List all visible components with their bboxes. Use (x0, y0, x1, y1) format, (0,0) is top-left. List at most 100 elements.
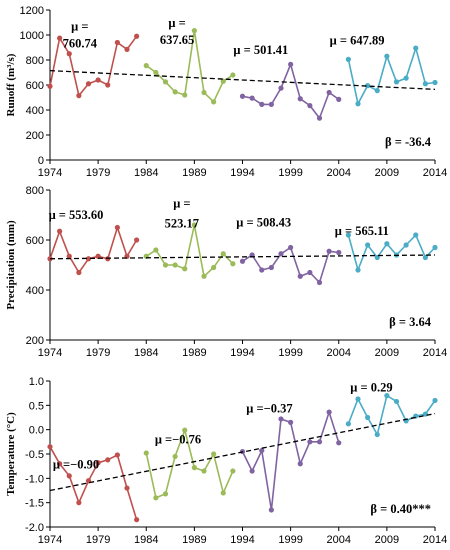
x-tick-label: 1984 (134, 347, 158, 359)
data-point (288, 244, 294, 251)
data-point (95, 77, 101, 83)
y-tick-label: -1.5 (25, 498, 44, 510)
data-point (316, 279, 323, 286)
data-point (220, 251, 226, 257)
data-point (316, 439, 323, 445)
y-tick-label: 200 (26, 335, 44, 347)
data-point (249, 95, 255, 101)
x-tick-label: 1974 (38, 167, 62, 179)
data-point (345, 421, 351, 427)
data-point (288, 61, 294, 67)
mean-annotation: μ = (71, 20, 88, 34)
x-tick-label: 1984 (134, 534, 158, 546)
data-point (47, 444, 53, 450)
data-point (365, 83, 371, 89)
series-line-0 (49, 446, 138, 520)
mean-annotation: μ = 508.43 (236, 215, 291, 229)
data-point (47, 83, 53, 89)
data-point (57, 461, 63, 467)
data-point (355, 396, 361, 402)
x-tick-label: 2009 (375, 534, 399, 546)
data-point (336, 249, 342, 256)
data-point (422, 81, 428, 87)
data-point (432, 397, 438, 404)
data-point (230, 468, 236, 474)
data-point (307, 269, 313, 276)
data-point (201, 468, 207, 474)
data-point (220, 78, 226, 84)
data-point (153, 247, 159, 253)
data-point (76, 93, 82, 99)
x-tick-label: 1999 (278, 167, 302, 179)
data-point (201, 89, 207, 96)
series-line-0 (49, 35, 138, 98)
data-point (413, 45, 419, 51)
data-point (297, 96, 303, 102)
data-point (57, 35, 63, 41)
data-point (124, 485, 130, 491)
series-line-3 (347, 233, 436, 273)
data-point (134, 237, 140, 243)
data-point (191, 222, 197, 228)
data-point (191, 465, 197, 471)
data-point (66, 473, 72, 479)
data-point (134, 517, 140, 523)
data-point (182, 427, 188, 433)
x-tick-label: 1994 (230, 167, 254, 179)
data-point (365, 414, 371, 421)
mean-annotation: μ = 647.89 (330, 33, 385, 47)
x-tick-label: 1994 (230, 534, 254, 546)
y-tick-label: 400 (26, 105, 44, 117)
x-tick-label: 1999 (278, 534, 302, 546)
series-line-3 (347, 45, 436, 107)
x-tick-label: 1979 (86, 347, 110, 359)
y-tick-label: 0.5 (29, 400, 44, 412)
trend-line (49, 412, 436, 492)
data-point (374, 88, 380, 94)
data-point (278, 85, 284, 91)
trend-line (49, 254, 436, 260)
y-tick-label: 1000 (20, 30, 44, 42)
beta-label: β = -36.4 (385, 135, 432, 149)
series-line-2 (242, 61, 340, 120)
data-point (326, 248, 332, 254)
data-point (162, 79, 169, 85)
y-axis-label: Precipitation (mm) (5, 220, 17, 310)
data-point (432, 79, 438, 86)
data-point (384, 241, 390, 247)
x-tick-label: 1989 (182, 534, 206, 546)
x-tick-label: 1999 (278, 347, 302, 359)
data-point (259, 101, 265, 107)
y-tick-label: 0 (38, 155, 44, 167)
data-point (191, 28, 197, 34)
data-point (268, 264, 274, 271)
data-point (105, 457, 111, 463)
data-point (95, 460, 101, 466)
x-tick-label: 2009 (375, 167, 399, 179)
y-tick-label: 600 (26, 80, 44, 92)
data-point (172, 89, 178, 95)
data-point (307, 439, 313, 445)
data-point (114, 224, 120, 231)
data-point (288, 419, 294, 425)
mean-annotation: μ = 553.60 (49, 208, 104, 222)
mean-annotation: μ = (173, 197, 190, 211)
mean-annotation: μ =−0.76 (155, 432, 201, 446)
y-tick-label: -0.5 (25, 449, 44, 461)
data-point (355, 101, 361, 107)
y-tick-label: 200 (26, 130, 44, 142)
data-point (211, 451, 217, 457)
y-tick-label: 400 (26, 285, 44, 297)
y-tick-label: 600 (26, 235, 44, 247)
data-point (124, 46, 130, 52)
data-point (374, 254, 380, 261)
mean-annotation: μ =−0.37 (246, 402, 292, 416)
data-point (239, 93, 246, 99)
data-point (182, 92, 188, 98)
x-tick-label: 1979 (86, 167, 110, 179)
y-tick-label: 800 (26, 55, 44, 67)
data-point (220, 490, 226, 496)
mean-annotation: μ = 565.11 (335, 224, 389, 238)
data-point (355, 267, 361, 273)
x-tick-label: 1974 (38, 534, 62, 546)
